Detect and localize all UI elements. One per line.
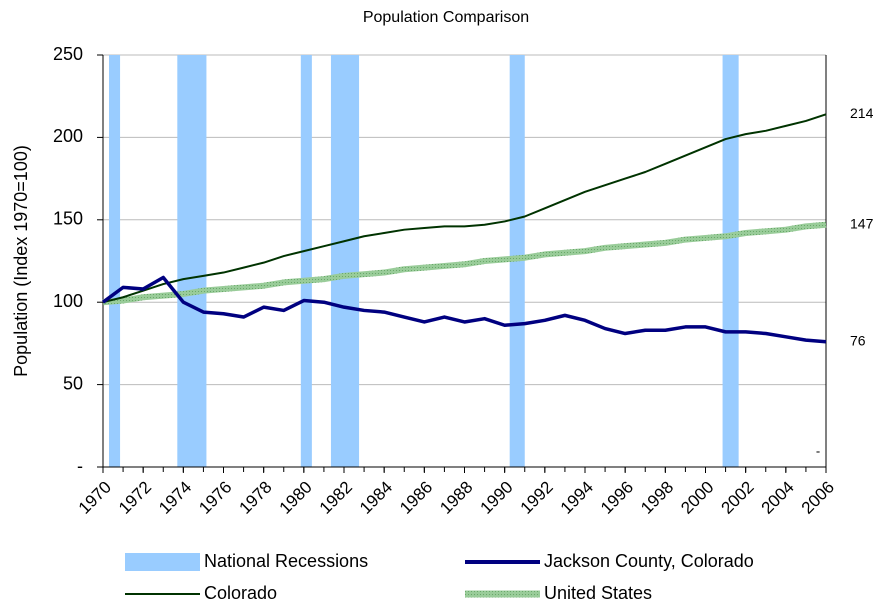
y-axis-label: Population (Index 1970=100) — [11, 145, 31, 377]
x-tick-label: 1982 — [316, 478, 356, 518]
data-label: 214 — [850, 105, 874, 121]
x-tick-label: 1984 — [356, 478, 396, 518]
x-tick-label: 2000 — [677, 478, 717, 518]
x-tick-label: 2006 — [798, 478, 838, 518]
x-tick-label: 1980 — [276, 478, 316, 518]
x-tick-label: 1996 — [597, 478, 637, 518]
legend-label: Jackson County, Colorado — [544, 551, 754, 571]
x-tick-label: 1998 — [637, 478, 677, 518]
recession-bar — [177, 55, 207, 467]
x-tick-label: 1992 — [517, 478, 557, 518]
x-tick-label: 1972 — [115, 478, 155, 518]
x-tick-label: 2004 — [758, 478, 798, 518]
line — [102, 113, 827, 304]
line — [101, 275, 827, 344]
y-tick-label: 250 — [53, 44, 83, 64]
legend-swatch — [125, 553, 200, 571]
x-tick-label: 1970 — [75, 478, 115, 518]
x-tick-label: 1990 — [476, 478, 516, 518]
legend-label: United States — [544, 583, 652, 603]
recession-bar — [330, 55, 360, 467]
x-tick-label: 2002 — [717, 478, 757, 518]
data-label: 76 — [850, 332, 866, 348]
chart-title: Population Comparison — [363, 9, 529, 26]
x-tick-label: 1994 — [557, 478, 597, 518]
annotation: - — [816, 443, 820, 458]
recession-bar — [722, 55, 739, 467]
y-tick-label: 100 — [53, 291, 83, 311]
x-tick-label: 1974 — [155, 478, 195, 518]
recession-bar — [300, 55, 312, 467]
y-tick-label: - — [77, 456, 83, 476]
x-tick-label: 1988 — [436, 478, 476, 518]
x-tick-label: 1976 — [195, 478, 235, 518]
x-tick-label: 1986 — [396, 478, 436, 518]
legend-label: Colorado — [204, 583, 277, 603]
recession-bar — [109, 55, 121, 467]
legend-label: National Recessions — [204, 551, 368, 571]
y-tick-label: 150 — [53, 209, 83, 229]
line — [102, 221, 827, 306]
data-label: 147 — [850, 215, 874, 231]
y-tick-label: 50 — [63, 373, 83, 393]
y-tick-label: 200 — [53, 126, 83, 146]
x-tick-label: 1978 — [235, 478, 275, 518]
